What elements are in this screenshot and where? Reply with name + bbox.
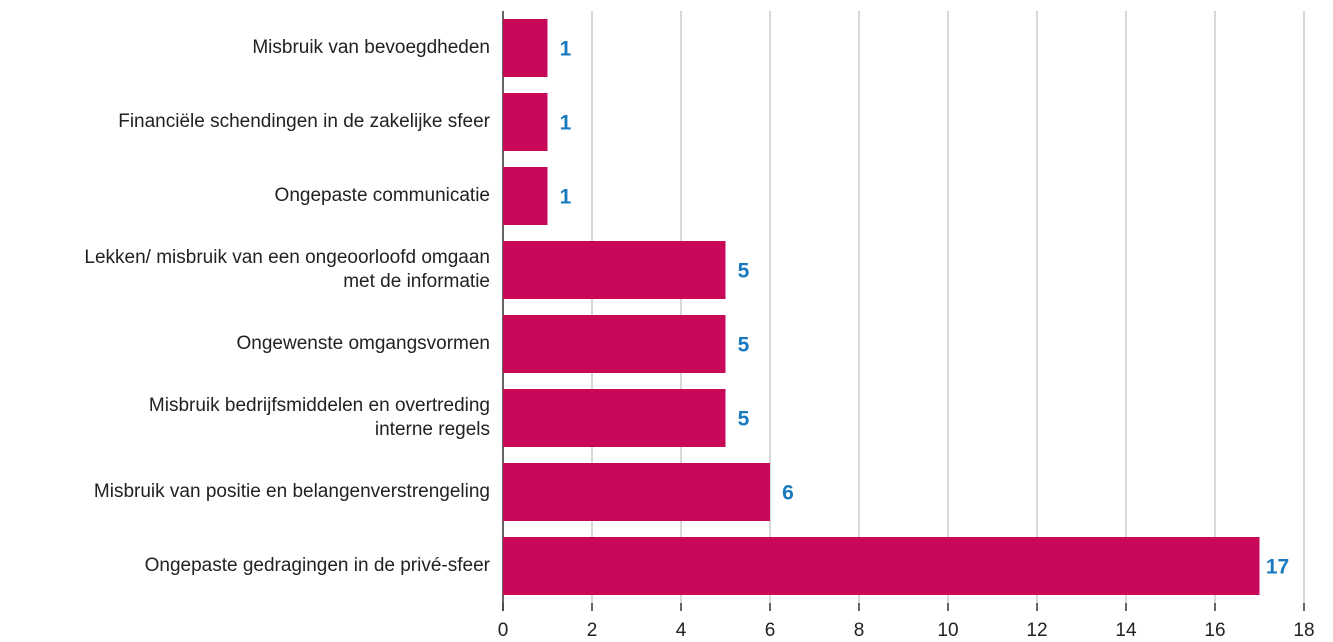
x-tick-label: 10 xyxy=(937,620,958,641)
value-label: 5 xyxy=(738,408,750,431)
value-label: 1 xyxy=(560,186,572,209)
x-tick-label: 4 xyxy=(676,620,687,641)
bar xyxy=(503,463,770,521)
value-label: 1 xyxy=(560,112,572,135)
bar xyxy=(503,93,548,151)
x-tick-label: 6 xyxy=(765,620,776,641)
y-tick-label: Ongepaste communicatie xyxy=(274,185,490,206)
x-tick-label: 16 xyxy=(1204,620,1225,641)
x-tick-label: 18 xyxy=(1293,620,1314,641)
bar xyxy=(503,389,726,447)
bar xyxy=(503,19,548,77)
value-label: 5 xyxy=(738,260,750,283)
value-label: 6 xyxy=(782,482,794,505)
x-tick-label: 12 xyxy=(1026,620,1047,641)
y-tick-label: Ongepaste gedragingen in de privé-sfeer xyxy=(144,555,490,576)
x-tick-label: 8 xyxy=(854,620,865,641)
value-label: 17 xyxy=(1266,556,1289,579)
value-label: 1 xyxy=(560,38,572,61)
x-tick-label: 14 xyxy=(1115,620,1137,641)
y-tick-label: Misbruik bedrijfsmiddelen en overtreding… xyxy=(148,395,490,440)
x-tick-label: 0 xyxy=(498,620,509,641)
y-tick-label: Ongewenste omgangsvormen xyxy=(236,333,490,354)
y-tick-label: Lekken/ misbruik van een ongeoorloofd om… xyxy=(84,247,490,292)
bar xyxy=(503,167,548,225)
bar xyxy=(503,241,726,299)
bar xyxy=(503,537,1260,595)
y-tick-label: Misbruik van positie en belangenverstren… xyxy=(93,481,490,502)
x-tick-label: 2 xyxy=(587,620,598,641)
bar xyxy=(503,315,726,373)
y-tick-label: Misbruik van bevoegdheden xyxy=(252,37,490,58)
value-label: 5 xyxy=(738,334,750,357)
y-tick-label: Financiële schendingen in de zakelijke s… xyxy=(118,111,490,132)
